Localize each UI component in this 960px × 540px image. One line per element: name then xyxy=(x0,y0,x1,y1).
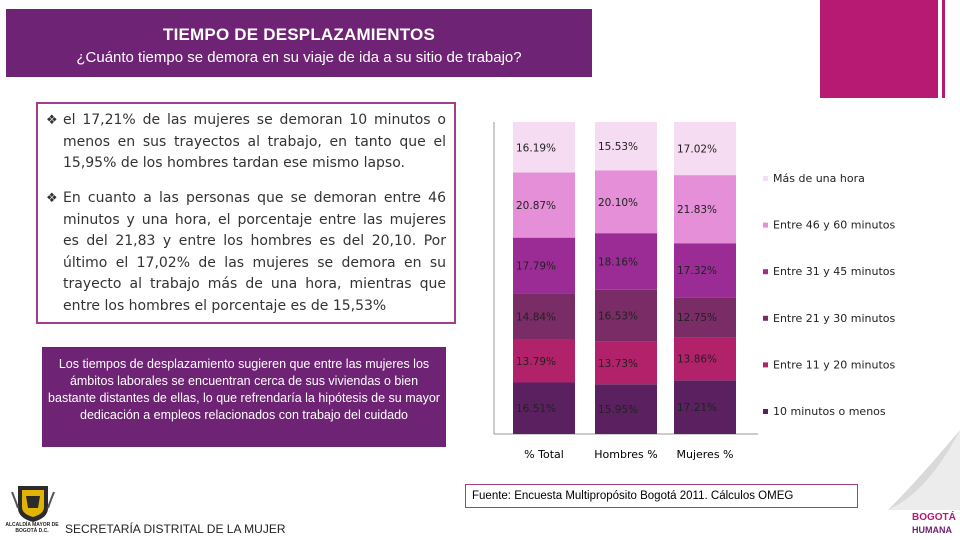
data-label: 20.10% xyxy=(598,197,638,209)
bar-segment xyxy=(595,233,657,290)
findings-box: ❖ el 17,21% de las mujeres se demoran 10… xyxy=(36,102,456,324)
bar-segment xyxy=(513,293,575,340)
diamond-bullet-icon: ❖ xyxy=(46,113,58,128)
legend-swatch xyxy=(763,269,768,275)
category-label: Mujeres % xyxy=(676,448,733,461)
diamond-bullet-icon: ❖ xyxy=(46,191,58,206)
legend-swatch xyxy=(763,222,768,228)
data-label: 17.79% xyxy=(516,260,556,272)
bar-segment xyxy=(513,237,575,294)
bogota-humana-logo: BOGOTÁ HUMANA xyxy=(912,510,956,535)
finding-text: En cuanto a las personas que se demoran … xyxy=(63,190,446,314)
bar-segment xyxy=(595,384,657,434)
data-label: 17.02% xyxy=(677,144,717,156)
bar-segment xyxy=(674,243,736,298)
bar-segment xyxy=(595,289,657,342)
interpretation-note: Los tiempos de desplazamiento sugieren q… xyxy=(42,347,446,447)
data-label: 16.19% xyxy=(516,142,556,154)
data-label: 20.87% xyxy=(516,200,556,212)
stacked-bar-chart: 16.51% 13.79% 14.84% 17.79% 20.87% 16.19% % To… xyxy=(493,122,896,461)
legend-entry: Más de una hora xyxy=(773,172,865,185)
bar-segment xyxy=(595,122,657,171)
data-label: 18.16% xyxy=(598,256,638,268)
decorative-bar xyxy=(820,0,938,98)
data-label: 17.32% xyxy=(677,265,717,277)
page-subtitle: ¿Cuánto tiempo se demora en su viaje de … xyxy=(76,49,522,66)
legend-entry: 10 minutos o menos xyxy=(773,405,886,418)
category-label: % Total xyxy=(524,448,564,461)
data-label: 12.75% xyxy=(677,312,717,324)
bogota-crest-logo xyxy=(11,486,55,522)
data-label: 21.83% xyxy=(677,204,717,216)
title-banner: TIEMPO DE DESPLAZAMIENTOS ¿Cuánto tiempo… xyxy=(6,9,592,77)
bar-segment xyxy=(674,337,736,381)
data-label: 15.95% xyxy=(598,404,638,416)
page-curl-decoration xyxy=(888,430,960,510)
finding-text: el 17,21% de las mujeres se demoran 10 m… xyxy=(63,112,446,171)
data-label: 16.51% xyxy=(516,403,556,415)
data-label: 17.21% xyxy=(677,402,717,414)
bar-segment xyxy=(595,170,657,234)
svg-text:BOGOTÁ: BOGOTÁ xyxy=(912,510,956,523)
category-label: Hombres % xyxy=(594,448,657,461)
data-label: 16.53% xyxy=(598,311,638,323)
legend-swatch xyxy=(763,176,768,181)
svg-text:HUMANA: HUMANA xyxy=(912,525,952,535)
finding-bullet: ❖ En cuanto a las personas que se demora… xyxy=(46,188,446,317)
source-note: Fuente: Encuesta Multipropósito Bogotá 2… xyxy=(465,484,858,508)
bar-segment xyxy=(513,172,575,238)
data-label: 15.53% xyxy=(598,141,638,153)
legend-entry: Entre 21 y 30 minutos xyxy=(773,312,896,325)
bar-segment xyxy=(674,122,736,176)
bar-segment xyxy=(513,122,575,173)
data-label: 13.79% xyxy=(516,356,556,368)
organization-name: SECRETARÍA DISTRITAL DE LA MUJER xyxy=(65,522,286,536)
legend-swatch xyxy=(763,362,768,368)
legend-entry: Entre 46 y 60 minutos xyxy=(773,219,896,232)
data-label: 13.73% xyxy=(598,358,638,370)
bar-segment xyxy=(513,382,575,434)
data-label: 13.86% xyxy=(677,354,717,366)
bar-segment xyxy=(674,297,736,338)
legend-entry: Entre 11 y 20 minutos xyxy=(773,358,896,371)
decorative-line xyxy=(942,0,945,98)
bar-segment xyxy=(595,341,657,385)
page-title: TIEMPO DE DESPLAZAMIENTOS xyxy=(163,25,435,44)
bar-segment xyxy=(513,339,575,383)
legend-swatch xyxy=(763,409,768,414)
bar-segment xyxy=(674,380,736,434)
finding-bullet: ❖ el 17,21% de las mujeres se demoran 10… xyxy=(46,110,446,175)
data-label: 14.84% xyxy=(516,311,556,323)
crest-caption: ALCALDÍA MAYOR DE BOGOTÁ D.C. xyxy=(5,522,59,534)
legend-entry: Entre 31 y 45 minutos xyxy=(773,265,896,278)
legend-swatch xyxy=(763,315,768,321)
bar-segment xyxy=(674,175,736,244)
